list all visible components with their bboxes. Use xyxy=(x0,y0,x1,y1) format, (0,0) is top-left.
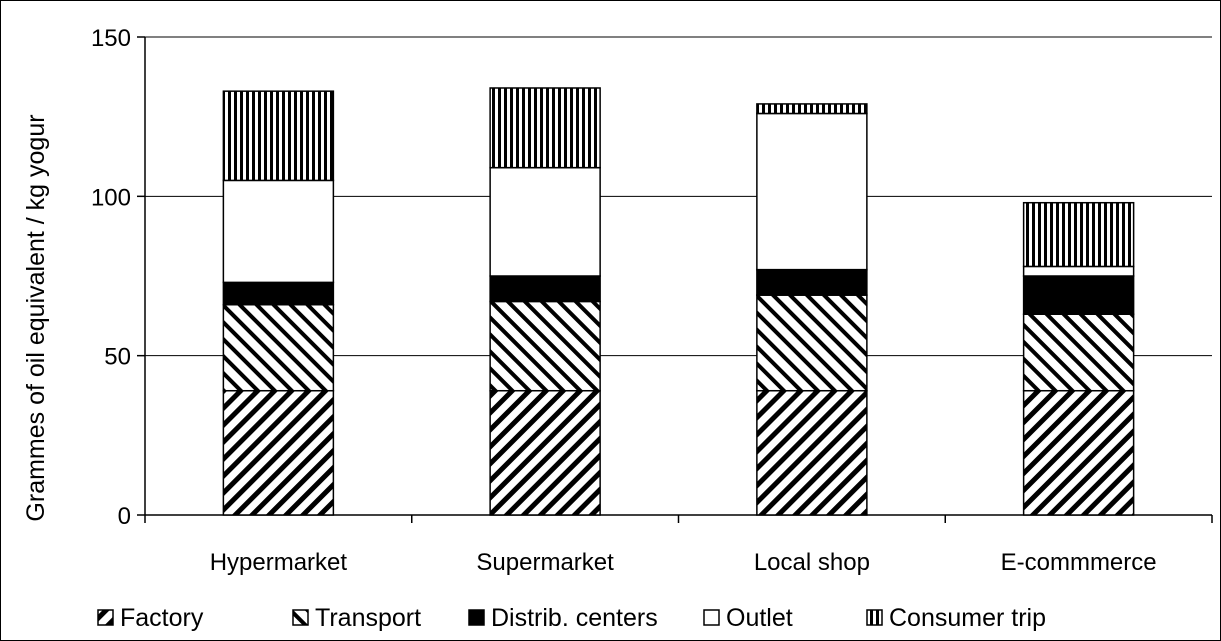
y-tick-label: 150 xyxy=(91,25,131,52)
legend-label: Consumer trip xyxy=(889,604,1046,632)
legend-label: Transport xyxy=(315,604,421,632)
bar-segment-factory xyxy=(756,389,868,516)
legend-label: Outlet xyxy=(726,604,793,632)
bars xyxy=(222,87,1135,516)
bar-segment-transport xyxy=(489,300,601,392)
bar-segment-outlet xyxy=(222,179,335,284)
y-tick-label: 50 xyxy=(104,344,131,371)
bar-segment-transport xyxy=(222,303,335,392)
legend-label: Distrib. centers xyxy=(491,604,658,632)
bar-segment-factory xyxy=(222,389,335,516)
bar-segment-factory xyxy=(489,389,601,516)
y-tick-label: 100 xyxy=(91,184,131,211)
x-tick-label: Local shop xyxy=(754,549,870,576)
x-tick-label: Hypermarket xyxy=(210,549,348,576)
bar-segment-consumer-trip xyxy=(1022,201,1135,268)
x-tick-label: Supermarket xyxy=(476,549,614,576)
y-tick-label: 0 xyxy=(118,503,131,530)
bar-segment-distrib-centers xyxy=(222,281,335,306)
x-tick-label: E-commmerce xyxy=(1001,549,1157,576)
legend-swatch xyxy=(97,609,114,626)
bar-segment-consumer-trip xyxy=(756,103,868,115)
bar-segment-outlet xyxy=(489,166,601,277)
legend-swatch xyxy=(866,609,883,626)
bar-segment-consumer-trip xyxy=(489,87,601,169)
bar-segment-distrib-centers xyxy=(1022,275,1135,315)
bar-segment-transport xyxy=(756,294,868,392)
legend-swatch xyxy=(468,609,485,626)
legend: Factory Transport Distrib. centers Outlet Co… xyxy=(97,604,1046,632)
bar-segment-factory xyxy=(1022,389,1135,516)
legend-swatch xyxy=(292,609,309,626)
bar-segment-transport xyxy=(1022,313,1135,392)
category-labels: Hypermarket Supermarket Local shop E-commme… xyxy=(210,549,1157,576)
legend-swatch xyxy=(703,609,720,626)
bar-segment-consumer-trip xyxy=(222,90,335,182)
bar-segment-distrib-centers xyxy=(756,268,868,296)
bar-segment-outlet xyxy=(756,112,868,271)
legend-label: Factory xyxy=(120,604,204,632)
bar-segment-outlet xyxy=(1022,265,1135,277)
bar-segment-distrib-centers xyxy=(489,275,601,303)
y-axis-title: Grammes of oil equivalent / kg yogur xyxy=(22,114,50,521)
